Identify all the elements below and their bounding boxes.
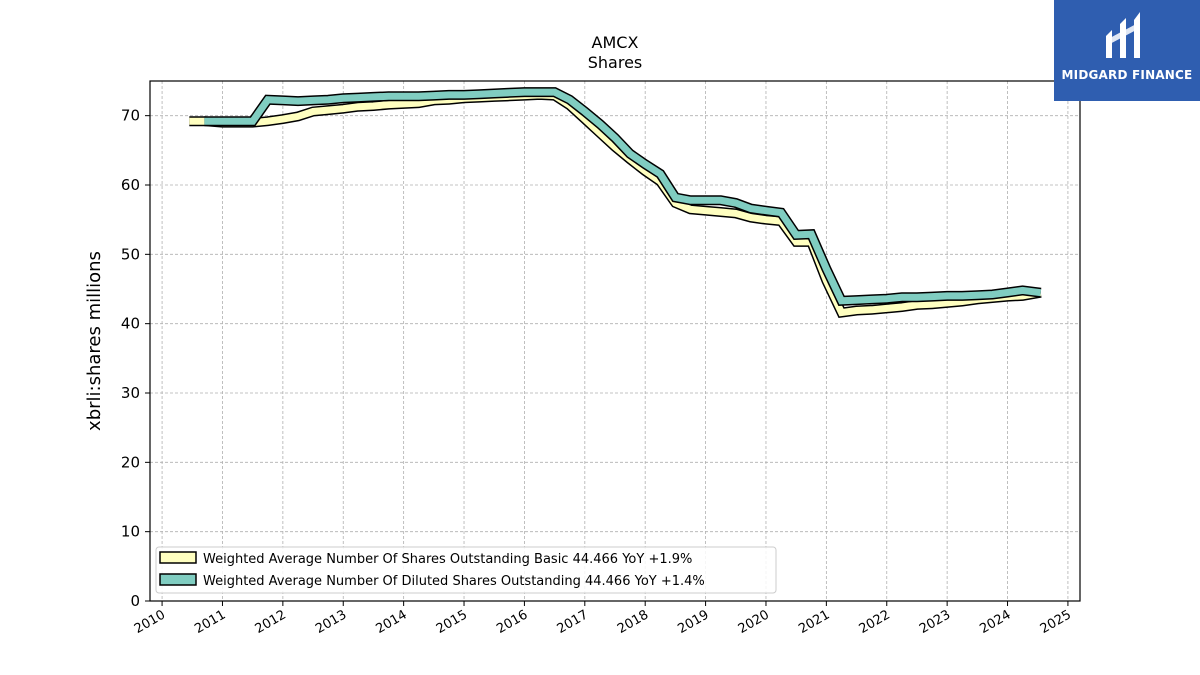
- chart-subtitle: Shares: [587, 53, 643, 72]
- x-tick-label: 2020: [736, 607, 772, 637]
- y-tick-label: 50: [121, 245, 140, 263]
- x-tick-label: 2011: [192, 607, 228, 637]
- legend-swatch-basic: [159, 551, 197, 564]
- x-tick-label: 2016: [494, 607, 530, 637]
- x-tick-label: 2013: [313, 607, 349, 637]
- series-outline-0: [189, 89, 1042, 319]
- y-tick-label: 60: [121, 176, 140, 194]
- y-tick-label: 30: [121, 384, 140, 402]
- x-tick-label: 2022: [857, 607, 893, 637]
- x-tick-label: 2012: [253, 607, 289, 637]
- brand-logo: MIDGARD FINANCE: [1054, 0, 1200, 101]
- grid-lines: [150, 81, 1080, 602]
- x-tick-label: 2024: [977, 607, 1013, 637]
- series-outline-1: [204, 87, 1042, 306]
- legend-box: [155, 546, 777, 594]
- series-lines: [189, 87, 1042, 319]
- series-line-0: [189, 91, 1042, 317]
- series-line-1: [204, 88, 1042, 305]
- legend: Weighted Average Number Of Shares Outsta…: [155, 546, 777, 594]
- plot-frame: [149, 80, 1081, 602]
- x-tick-label: 2023: [917, 607, 953, 637]
- x-tick-label: 2021: [796, 607, 832, 637]
- logo-mark-icon: [1106, 12, 1140, 58]
- x-tick-label: 2019: [675, 607, 711, 637]
- y-axis-label: xbrli:shares millions: [84, 251, 105, 431]
- chart-title: AMCX: [591, 33, 639, 52]
- legend-swatch-diluted: [159, 573, 197, 586]
- x-tick-label: 2015: [434, 607, 470, 637]
- y-tick-label: 40: [121, 315, 140, 333]
- x-tick-label: 2010: [132, 607, 168, 637]
- x-tick-label: 2025: [1038, 607, 1074, 637]
- logo-text: MIDGARD FINANCE: [1061, 68, 1193, 82]
- x-tick-label: 2017: [555, 607, 591, 637]
- legend-label-basic: Weighted Average Number Of Shares Outsta…: [203, 552, 692, 567]
- x-tick-label: 2018: [615, 607, 651, 637]
- y-tick-label: 0: [130, 592, 140, 610]
- y-tick-label: 10: [121, 523, 140, 541]
- legend-label-diluted: Weighted Average Number Of Diluted Share…: [203, 574, 705, 589]
- y-tick-label: 20: [121, 453, 140, 471]
- y-tick-label: 70: [121, 107, 140, 125]
- x-tick-label: 2014: [373, 607, 409, 637]
